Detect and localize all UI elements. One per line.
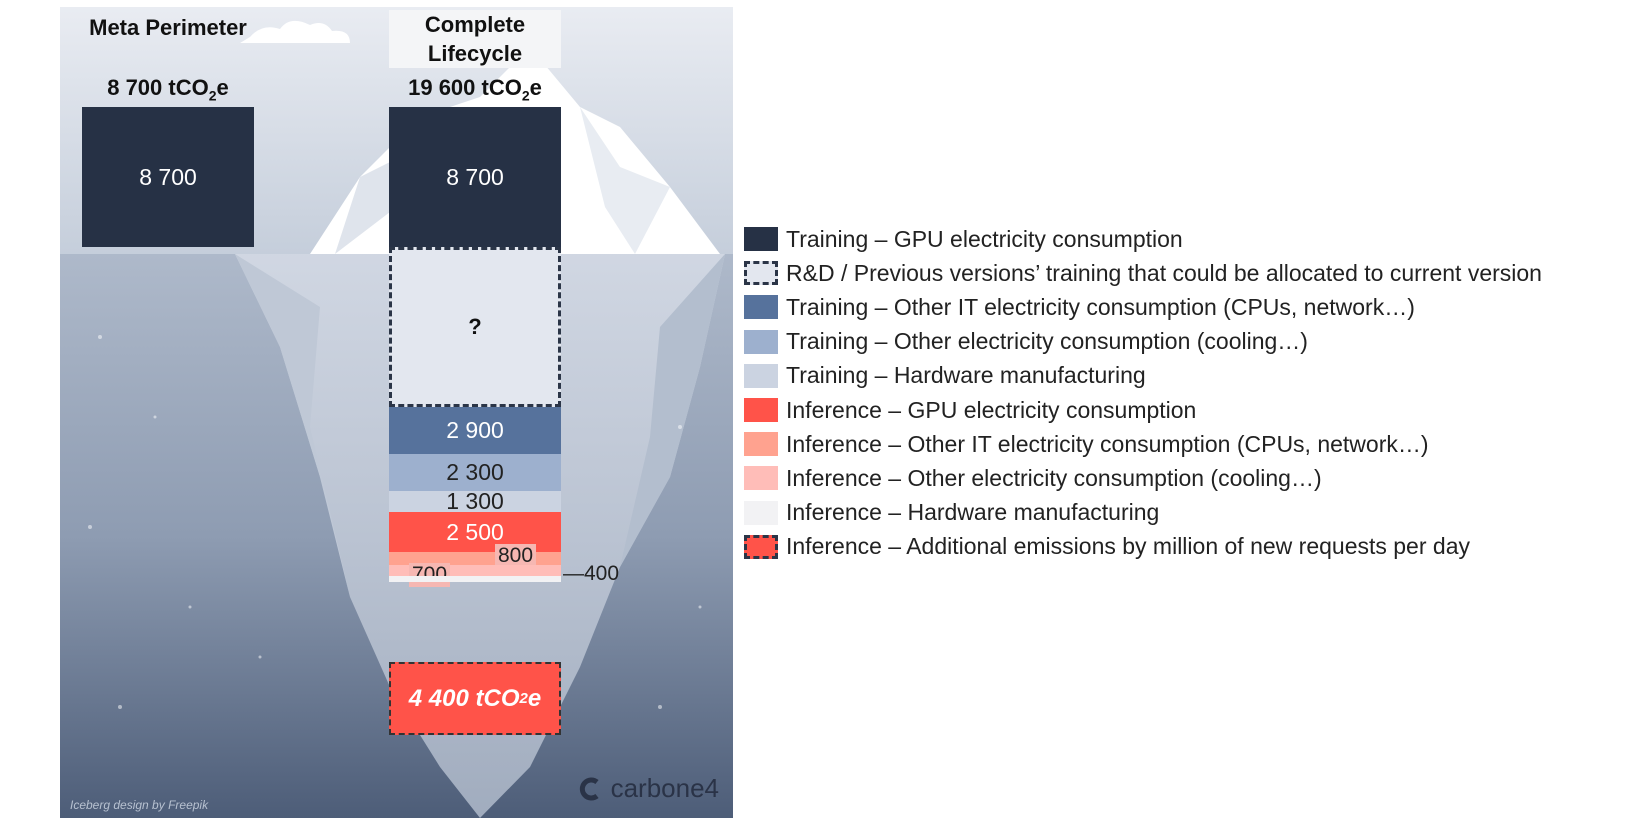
bar-label-2-7: 800 xyxy=(495,544,537,568)
bar-label-2-6: 2 500 xyxy=(446,518,504,545)
bar-segment-2-1: 8 700 xyxy=(389,107,561,247)
bar-label-2-4: 2 300 xyxy=(446,459,504,485)
legend-item-9: Inference – Hardware manufacturing xyxy=(744,496,1542,530)
legend-item-6: Inference – GPU electricity consumption xyxy=(744,393,1542,427)
legend-label: Inference – Hardware manufacturing xyxy=(786,499,1160,526)
legend-item-2: R&D / Previous versions’ training that c… xyxy=(744,256,1542,290)
bar-label-2-3: 2 900 xyxy=(446,417,504,443)
bar-segment-2-4: 2 300 xyxy=(389,454,561,491)
bar-label-2-2: ? xyxy=(468,314,482,339)
iceberg-tip-shade-2 xyxy=(580,107,670,254)
legend-item-10: Inference – Additional emissions by mill… xyxy=(744,530,1542,564)
carbone4-logo: carbone4 xyxy=(575,773,719,804)
legend-item-3: Training – Other IT electricity consumpt… xyxy=(744,290,1542,324)
cloud-icon xyxy=(240,20,350,43)
legend-swatch xyxy=(744,261,778,286)
legend-item-7: Inference – Other IT electricity consump… xyxy=(744,427,1542,461)
iceberg-underwater-shade-2 xyxy=(620,254,725,567)
legend-label: R&D / Previous versions’ training that c… xyxy=(786,259,1542,286)
legend-item-5: Training – Hardware manufacturing xyxy=(744,359,1542,393)
legend-swatch xyxy=(744,398,778,423)
carbone4-logo-text: carbone4 xyxy=(610,773,719,803)
bar-label-2-1: 8 700 xyxy=(446,163,504,190)
legend-label: Training – Other IT electricity consumpt… xyxy=(786,293,1415,320)
legend-swatch xyxy=(744,227,778,252)
bar-segment-2-9 xyxy=(389,576,561,582)
legend-swatch xyxy=(744,295,778,320)
legend-item-4: Training – Other electricity consumption… xyxy=(744,325,1542,359)
legend-label: Inference – GPU electricity consumption xyxy=(786,396,1197,423)
bar-segment-2-8 xyxy=(389,565,561,576)
legend-swatch xyxy=(744,534,778,559)
meta-perimeter-header: Meta Perimeter xyxy=(89,15,247,40)
legend: Training – GPU electricity consumption R&… xyxy=(744,222,1542,564)
legend-swatch xyxy=(744,466,778,491)
legend-label: Inference – Other electricity consumptio… xyxy=(786,464,1322,491)
bar-label-2-9: —400 xyxy=(563,562,620,585)
additional-inference-box: 4 400 tCO 2 e xyxy=(389,662,561,735)
carbone4-logo-icon xyxy=(579,777,599,800)
meta-perimeter-total: 8 700 tCO2e xyxy=(107,75,229,104)
legend-swatch xyxy=(744,329,778,354)
bar-label-2-8: 700 xyxy=(409,563,451,587)
legend-label: Training – Other electricity consumption… xyxy=(786,328,1308,355)
complete-lifecycle-header: Complete Lifecycle xyxy=(389,10,561,68)
bar-label-2-5: 1 300 xyxy=(446,488,504,514)
bar-segment-2-3: 2 900 xyxy=(389,407,561,454)
bar-segment-2-5: 1 300 xyxy=(389,488,561,514)
iceberg-underwater-shade xyxy=(235,254,350,597)
sea-sparkles xyxy=(88,335,702,709)
complete-lifecycle-total: 19 600 tCO2e xyxy=(408,75,542,104)
legend-swatch xyxy=(744,432,778,457)
iceberg-scene: Meta Perimeter Complete Lifecycle 8 700 … xyxy=(60,7,733,818)
iceberg-credit: Iceberg design by Freepik xyxy=(70,798,209,812)
bar-segment-1-1: 8 700 xyxy=(82,107,254,247)
legend-label: Inference – Additional emissions by mill… xyxy=(786,533,1470,560)
bar-label-1-1: 8 700 xyxy=(139,163,197,190)
legend-item-1: Training – GPU electricity consumption xyxy=(744,222,1542,256)
legend-item-8: Inference – Other electricity consumptio… xyxy=(744,461,1542,495)
iceberg-tip-shade xyxy=(335,117,420,254)
legend-swatch xyxy=(744,363,778,388)
bar-segment-2-2: ? xyxy=(389,247,561,407)
legend-label: Inference – Other IT electricity consump… xyxy=(786,430,1429,457)
legend-label: Training – Hardware manufacturing xyxy=(786,362,1146,389)
legend-swatch xyxy=(744,500,778,525)
legend-label: Training – GPU electricity consumption xyxy=(786,225,1183,252)
